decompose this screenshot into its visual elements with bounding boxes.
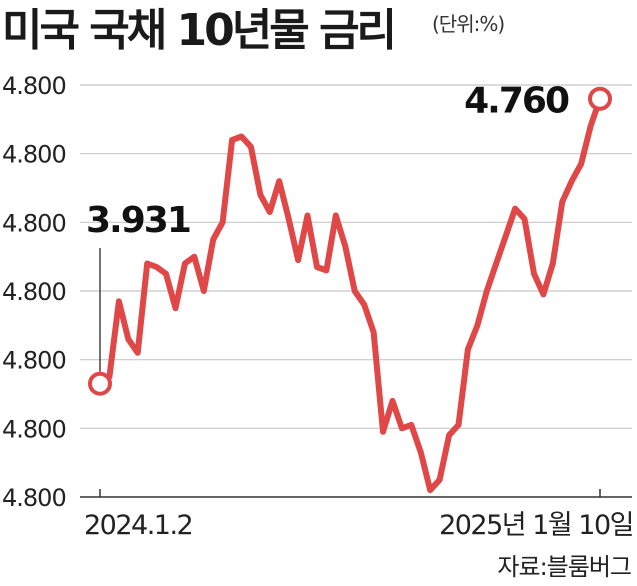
end-value-label: 4.760 xyxy=(464,81,569,122)
unit-label: (단위:%) xyxy=(432,12,505,36)
y-tick-label: 4.800 xyxy=(2,278,66,306)
y-tick-label: 4.800 xyxy=(2,209,66,237)
y-axis-tick-labels: 4.800 4.800 4.800 4.800 4.800 4.800 4.800 xyxy=(2,72,67,512)
chart-title: 미국 국채 10년물 금리 xyxy=(2,5,397,56)
source-label: 자료:블룸버그 xyxy=(497,553,632,581)
x-tick-label: 2025년 1월 10일 xyxy=(439,510,633,541)
series-line xyxy=(97,95,603,494)
grid-lines xyxy=(80,84,632,429)
y-tick-label: 4.800 xyxy=(2,484,66,512)
y-tick-label: 4.800 xyxy=(2,415,66,443)
x-axis: 2024.1.2 2025년 1월 10일 xyxy=(80,489,635,541)
end-markers xyxy=(88,86,612,396)
y-tick-label: 4.800 xyxy=(2,141,66,169)
start-value-label: 3.931 xyxy=(86,200,190,241)
y-tick-label: 4.800 xyxy=(2,347,66,375)
annotations: 3.931 4.760 xyxy=(86,81,571,372)
start-point-marker xyxy=(88,371,112,396)
end-point-marker xyxy=(588,86,612,111)
y-tick-label: 4.800 xyxy=(2,72,66,100)
x-tick-label: 2024.1.2 xyxy=(84,510,192,541)
